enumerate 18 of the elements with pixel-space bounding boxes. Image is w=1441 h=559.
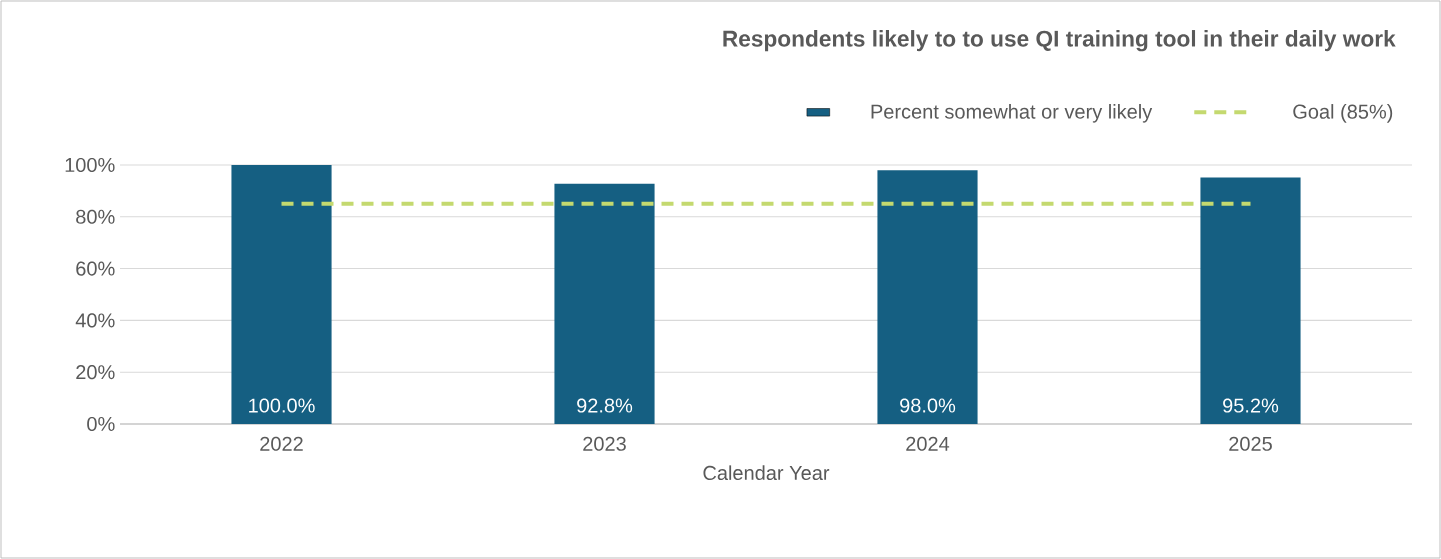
x-tick-label: 2025 <box>1229 436 1272 451</box>
y-tick-label: 60% <box>76 261 115 276</box>
chart-title: Respondents likely to to use QI training tool in their daily work <box>723 30 1396 52</box>
y-tick-label: 100% <box>65 157 115 173</box>
data-label: 98.0% <box>900 398 956 413</box>
y-tick-label: 40% <box>75 313 115 328</box>
x-tick-label: 2024 <box>906 436 950 451</box>
legend-label: Goal (85%) <box>1293 104 1393 123</box>
data-label: 100.0% <box>249 398 315 413</box>
x-tick-label: 2023 <box>583 436 626 451</box>
y-tick-label: 20% <box>76 365 115 380</box>
x-axis-title: Calendar Year <box>703 465 830 481</box>
x-tick-label: 2022 <box>260 436 303 451</box>
data-label: 92.8% <box>577 398 633 413</box>
y-tick-label: 0% <box>87 416 115 432</box>
y-tick-label: 80% <box>76 209 115 224</box>
data-label: 95.2% <box>1223 398 1279 413</box>
legend-label: Percent somewhat or very likely <box>871 104 1153 123</box>
